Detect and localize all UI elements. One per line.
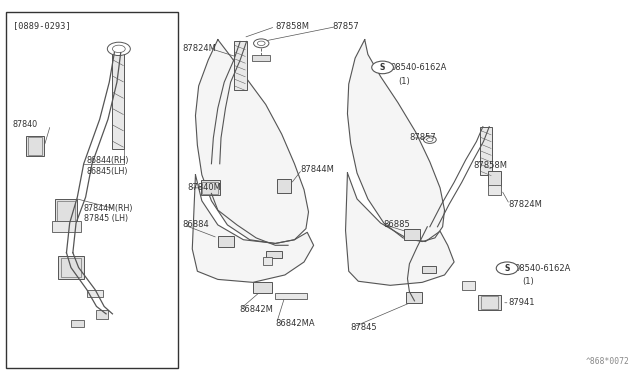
Text: 08540-6162A: 08540-6162A (390, 63, 447, 72)
Bar (58, 256, 84, 279)
Text: S: S (504, 264, 510, 273)
Polygon shape (348, 39, 445, 241)
Bar (275, 294, 307, 299)
Text: 87824M: 87824M (182, 44, 216, 53)
Text: (1): (1) (522, 277, 534, 286)
Text: 86844(RH): 86844(RH) (87, 155, 129, 164)
Bar (463, 280, 475, 290)
Bar (97, 310, 108, 320)
Polygon shape (346, 173, 454, 285)
Bar (87, 290, 103, 297)
Bar (28, 137, 42, 155)
Bar (481, 296, 498, 309)
Bar (404, 229, 420, 240)
Text: 86884: 86884 (182, 221, 209, 230)
Circle shape (108, 42, 131, 55)
Text: 86885: 86885 (384, 221, 411, 230)
Polygon shape (192, 175, 314, 282)
Circle shape (372, 61, 394, 74)
Text: 87840M: 87840M (188, 183, 221, 192)
Bar (266, 251, 282, 258)
Circle shape (424, 136, 436, 143)
Bar (218, 236, 234, 247)
Text: 87844M(RH): 87844M(RH) (84, 204, 133, 213)
Text: 87858M: 87858M (473, 161, 508, 170)
Text: 87845 (LH): 87845 (LH) (84, 214, 128, 223)
Bar (71, 320, 84, 327)
Bar (57, 201, 75, 221)
Text: ^868*0072: ^868*0072 (586, 357, 630, 366)
Bar (488, 171, 500, 186)
Text: 87857: 87857 (333, 22, 360, 31)
Bar (488, 185, 500, 195)
Bar (234, 41, 246, 90)
Text: 87824M: 87824M (508, 200, 542, 209)
Text: 87858M: 87858M (275, 22, 309, 31)
Text: S: S (380, 63, 385, 72)
Bar (262, 257, 272, 264)
Bar (52, 221, 81, 232)
Bar (61, 258, 81, 277)
Text: 87857: 87857 (410, 133, 436, 142)
Text: 87941: 87941 (508, 298, 535, 307)
Bar (252, 55, 269, 61)
Circle shape (257, 41, 265, 45)
Circle shape (253, 39, 269, 48)
Bar (202, 182, 218, 194)
Bar (422, 266, 436, 273)
Bar (478, 295, 500, 310)
Bar (200, 180, 220, 195)
Circle shape (113, 45, 125, 52)
Bar (55, 199, 77, 223)
Text: 87844M: 87844M (301, 165, 335, 174)
Text: 86842MA: 86842MA (275, 319, 315, 328)
Circle shape (496, 262, 518, 275)
Text: 86842M: 86842M (239, 305, 273, 314)
Bar (113, 52, 124, 149)
Text: 87845: 87845 (351, 323, 377, 332)
Text: 08540-6162A: 08540-6162A (515, 264, 571, 273)
Bar (406, 292, 422, 303)
Text: 87840: 87840 (12, 121, 37, 129)
Circle shape (427, 138, 433, 141)
Text: [0889-0293]: [0889-0293] (13, 21, 71, 30)
Bar (6, 12, 178, 368)
Text: (1): (1) (398, 77, 410, 86)
Bar (253, 282, 272, 294)
Polygon shape (195, 39, 308, 243)
Bar (26, 136, 44, 156)
Bar (276, 179, 291, 193)
Bar (479, 127, 492, 175)
Text: 86845(LH): 86845(LH) (87, 167, 129, 176)
